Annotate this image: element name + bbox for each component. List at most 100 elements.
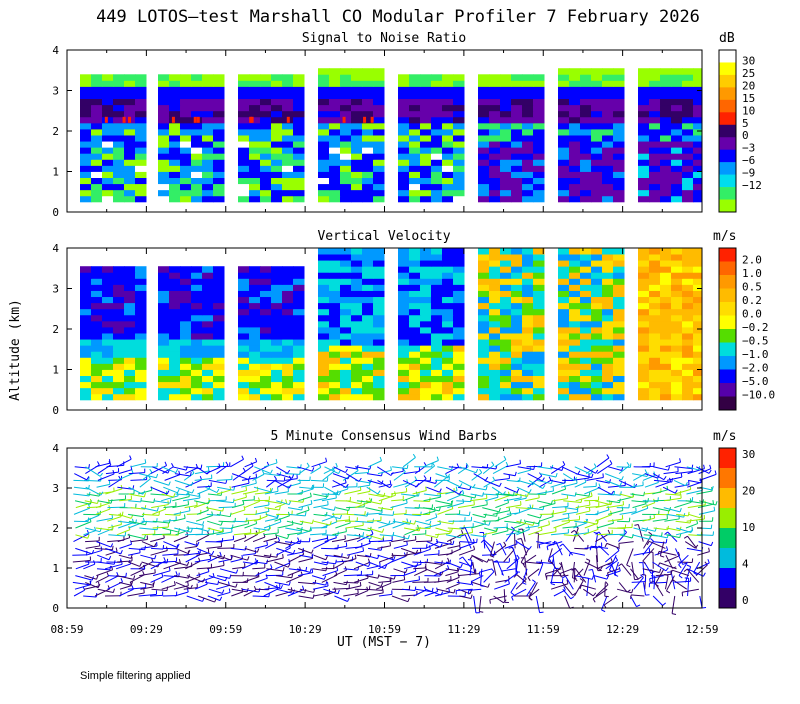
vv-cell — [329, 388, 341, 395]
vv-cell — [373, 321, 385, 328]
vv-cell — [318, 370, 330, 377]
vv-cell — [511, 333, 523, 340]
vv-cell — [340, 376, 352, 383]
wind-barb — [217, 576, 230, 579]
snr-cell — [271, 105, 283, 112]
wind-barb — [254, 505, 269, 508]
snr-cell — [318, 86, 330, 93]
vv-cell — [113, 272, 125, 279]
vv-cell — [569, 266, 581, 273]
vv-cell — [682, 376, 694, 383]
wind-barb-feather — [461, 564, 463, 568]
vv-cell — [80, 303, 92, 310]
wind-barb — [219, 582, 236, 587]
snr-cell — [260, 105, 272, 112]
snr-cell — [569, 196, 581, 203]
colorbar-swatch — [719, 289, 736, 303]
snr-cell — [558, 147, 570, 154]
vv-cell — [649, 254, 661, 261]
snr-cell — [271, 129, 283, 136]
vv-cell — [398, 370, 410, 377]
snr-cell — [362, 159, 374, 166]
snr-cell — [191, 165, 203, 172]
wind-barb — [207, 565, 224, 568]
vv-cell — [500, 315, 512, 322]
vv-cell — [271, 309, 283, 316]
wind-barb-feather — [368, 563, 370, 567]
snr-cell — [102, 190, 114, 197]
vv-cell — [660, 370, 672, 377]
vv-cell — [409, 284, 421, 291]
vv-cell — [602, 272, 614, 279]
vv-cell — [489, 327, 501, 334]
snr-cell — [420, 153, 432, 160]
snr-cell — [180, 172, 192, 179]
vv-cell — [500, 333, 512, 340]
vv-cell — [671, 315, 683, 322]
snr-cell — [238, 153, 250, 160]
vv-cell — [158, 321, 170, 328]
snr-cell — [569, 93, 581, 100]
vv-cell — [580, 291, 592, 298]
vv-cell — [533, 315, 545, 322]
vv-cell — [602, 278, 614, 285]
wind-barb-feather — [479, 612, 483, 613]
wind-barb-feather — [709, 470, 711, 473]
vv-cell — [191, 351, 203, 358]
snr-cell — [613, 93, 625, 100]
snr-cell — [158, 196, 170, 203]
snr-cell — [373, 117, 385, 124]
snr-cell — [569, 68, 581, 75]
snr-cell — [591, 153, 603, 160]
snr-cell — [202, 80, 214, 87]
wind-barb-feather — [504, 456, 506, 460]
wind-barb-feather — [192, 489, 194, 493]
wind-barb-feather — [150, 469, 152, 472]
vv-cell — [409, 315, 421, 322]
vv-cell — [682, 278, 694, 285]
vv-cell — [591, 309, 603, 316]
snr-cell — [511, 159, 523, 166]
snr-cell — [660, 117, 672, 124]
vv-cell — [511, 291, 523, 298]
vv-cell — [478, 260, 490, 267]
vv-cell — [398, 333, 410, 340]
snr-cell — [158, 172, 170, 179]
snr-cell — [362, 68, 374, 75]
vv-cell — [135, 303, 147, 310]
vv-cell — [533, 339, 545, 346]
vv-cell — [660, 315, 672, 322]
wind-barb-feather — [169, 567, 170, 571]
wind-barb — [460, 467, 477, 473]
vv-cell — [580, 327, 592, 334]
wind-barb — [241, 483, 256, 487]
snr-cell — [102, 93, 114, 100]
snr-cell — [500, 123, 512, 129]
snr-cell — [638, 184, 650, 191]
vv-cell — [202, 315, 214, 322]
snr-cell — [431, 80, 443, 87]
snr-cell — [329, 86, 341, 93]
vv-cell — [135, 284, 147, 291]
snr-cell — [238, 165, 250, 172]
wind-barb — [322, 517, 334, 522]
vv-cell — [362, 284, 374, 291]
wind-barb — [688, 480, 701, 482]
snr-cell — [373, 135, 385, 142]
wind-barb-feather — [281, 585, 283, 589]
wind-barb — [378, 508, 392, 510]
vv-cell — [682, 260, 694, 267]
snr-cell — [169, 74, 181, 81]
wind-barb-feather — [310, 493, 311, 497]
snr-cell — [293, 153, 305, 160]
y-tick-label: 3 — [52, 85, 59, 98]
snr-cell — [671, 68, 683, 75]
vv-cell — [169, 351, 181, 358]
vv-cell — [613, 291, 625, 298]
vv-cell — [671, 248, 683, 255]
vv-cell — [351, 284, 363, 291]
vv-cell — [660, 363, 672, 370]
wind-barb — [459, 527, 473, 528]
snr-cell — [158, 165, 170, 172]
vv-cell — [191, 315, 203, 322]
